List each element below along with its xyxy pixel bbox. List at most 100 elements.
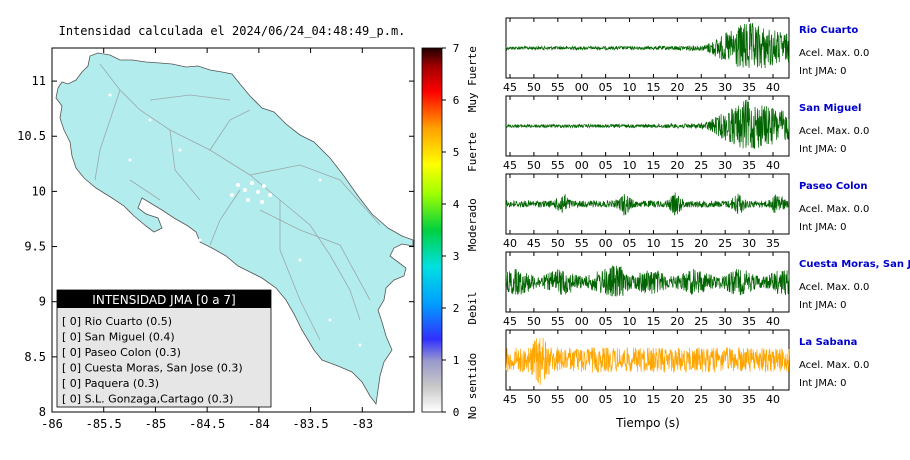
panel-x-tick-label: 20 bbox=[670, 159, 684, 172]
panel-x-tick-label: 10 bbox=[623, 393, 637, 406]
panel-x-tick-label: 50 bbox=[527, 81, 541, 94]
panel-x-tick-label: 50 bbox=[527, 159, 541, 172]
panel-x-tick-label: 20 bbox=[670, 393, 684, 406]
station-acel-max: Acel. Max. 0.0 bbox=[799, 126, 869, 137]
map-x-axis: -86 -85.5 -85 -84.5 -84 -83.5 -83 bbox=[41, 48, 373, 431]
panel-x-tick-label: 55 bbox=[551, 81, 565, 94]
waveform-panel: 45 50 55 00 05 10 15 20 25 30 35 40 San Miguel Acel. … bbox=[503, 95, 869, 172]
legend-item: [ 0] San Miguel (0.4) bbox=[62, 331, 175, 344]
panel-x-tick-label: 00 bbox=[575, 159, 589, 172]
panel-x-tick-label: 45 bbox=[503, 81, 517, 94]
colorbar-tick-label: 7 bbox=[453, 42, 460, 55]
panel-x-tick-label: 30 bbox=[742, 237, 756, 250]
panel-x-tick-label: 50 bbox=[527, 315, 541, 328]
panel-x-tick-label: 05 bbox=[599, 159, 613, 172]
panel-x-tick-label: 35 bbox=[742, 81, 756, 94]
colorbar-tick-label: 0 bbox=[453, 406, 460, 419]
panel-x-tick-label: 05 bbox=[599, 393, 613, 406]
panel-x-tick-label: 15 bbox=[646, 159, 660, 172]
panel-x-tick-label: 25 bbox=[694, 81, 708, 94]
map-x-tick-label: -85.5 bbox=[86, 417, 122, 431]
map-x-tick-label: -83.5 bbox=[293, 417, 329, 431]
station-name: La Sabana bbox=[799, 337, 857, 348]
waveform-panel: 45 50 55 00 05 10 15 20 25 30 35 40 La Sabana Acel. M… bbox=[503, 329, 869, 406]
panel-x-tick-label: 45 bbox=[503, 159, 517, 172]
panel-x-tick-label: 25 bbox=[718, 237, 732, 250]
panel-x-tick-label: 15 bbox=[670, 237, 684, 250]
panel-x-tick-label: 40 bbox=[503, 237, 517, 250]
panel-x-tick-label: 35 bbox=[742, 393, 756, 406]
waveform-panel: 45 50 55 00 05 10 15 20 25 30 35 40 Cuesta Moras, Sa… bbox=[503, 251, 910, 328]
panel-x-tick-label: 40 bbox=[766, 159, 780, 172]
colorbar-category-label: Debil bbox=[466, 291, 479, 324]
panel-x-tick-label: 10 bbox=[623, 159, 637, 172]
panel-x-tick-label: 50 bbox=[551, 237, 565, 250]
panel-x-tick-label: 00 bbox=[575, 315, 589, 328]
colorbar-category-label: Fuerte bbox=[466, 132, 479, 172]
panel-x-tick-label: 05 bbox=[623, 237, 637, 250]
station-name: San Miguel bbox=[799, 103, 861, 114]
road-network bbox=[94, 63, 381, 341]
panel-x-tick-label: 20 bbox=[670, 81, 684, 94]
station-int-jma: Int JMA: 0 bbox=[799, 144, 847, 155]
waveform-trace bbox=[505, 22, 790, 69]
map-y-tick-label: 9.5 bbox=[24, 240, 46, 254]
city-dots bbox=[108, 93, 362, 347]
map-y-tick-label: 10 bbox=[32, 184, 46, 198]
panel-x-tick-label: 55 bbox=[551, 393, 565, 406]
panel-x-tick-label: 05 bbox=[599, 81, 613, 94]
waveform-trace bbox=[505, 265, 790, 297]
panel-x-tick-label: 30 bbox=[718, 159, 732, 172]
station-acel-max: Acel. Max. 0.0 bbox=[799, 360, 869, 371]
panel-x-tick-label: 35 bbox=[766, 237, 780, 250]
colorbar-labels: No sentido Debil Moderado Fuerte Muy Fuerte bbox=[466, 46, 479, 419]
panel-x-tick-label: 10 bbox=[646, 237, 660, 250]
intensity-legend: INTENSIDAD JMA [0 a 7] [ 0] Rio Cuarto (… bbox=[56, 289, 272, 408]
panel-x-tick-label: 25 bbox=[694, 393, 708, 406]
legend-item: [ 0] S.L. Gonzaga,Cartago (0.3) bbox=[62, 393, 233, 406]
panel-x-tick-label: 35 bbox=[742, 315, 756, 328]
panel-x-tick-label: 10 bbox=[623, 81, 637, 94]
legend-item: [ 0] Paseo Colon (0.3) bbox=[62, 346, 181, 359]
station-acel-max: Acel. Max. 0.0 bbox=[799, 204, 869, 215]
panel-x-tick-label: 00 bbox=[599, 237, 613, 250]
panel-x-tick-label: 35 bbox=[742, 159, 756, 172]
panel-x-tick-label: 15 bbox=[646, 81, 660, 94]
panel-x-tick-label: 55 bbox=[575, 237, 589, 250]
map-y-tick-label: 10.5 bbox=[17, 129, 46, 143]
panel-x-tick-label: 15 bbox=[646, 393, 660, 406]
legend-item: [ 0] Paquera (0.3) bbox=[62, 377, 159, 390]
panel-x-tick-label: 10 bbox=[623, 315, 637, 328]
panel-x-tick-label: 20 bbox=[694, 237, 708, 250]
panel-x-tick-label: 45 bbox=[503, 393, 517, 406]
station-int-jma: Int JMA: 0 bbox=[799, 300, 847, 311]
map-x-tick-label: -84.5 bbox=[189, 417, 225, 431]
panel-x-tick-label: 55 bbox=[551, 315, 565, 328]
panel-x-tick-label: 30 bbox=[718, 315, 732, 328]
colorbar-ticks: 0 1 2 3 4 5 6 7 bbox=[442, 42, 460, 419]
panel-x-tick-label: 20 bbox=[670, 315, 684, 328]
colorbar-category-label: Moderado bbox=[466, 198, 479, 251]
map-x-tick-label: -86 bbox=[41, 417, 63, 431]
map-y-tick-label: 9 bbox=[39, 295, 46, 309]
colorbar-category-label: Muy Fuerte bbox=[466, 46, 479, 112]
colorbar-tick-label: 2 bbox=[453, 302, 460, 315]
map-y-tick-label: 11 bbox=[32, 74, 46, 88]
map-y-axis: 11 10.5 10 9.5 9 8.5 8 bbox=[17, 74, 414, 419]
waveform-trace bbox=[505, 99, 790, 149]
waveform-panel: 40 45 50 55 00 05 10 15 20 25 30 35 Paseo Colon Acel.… bbox=[503, 173, 869, 250]
panel-x-tick-label: 00 bbox=[575, 81, 589, 94]
station-int-jma: Int JMA: 0 bbox=[799, 222, 847, 233]
colorbar-tick-label: 6 bbox=[453, 94, 460, 107]
time-axis-label: Tiempo (s) bbox=[615, 416, 680, 430]
waveform-panels: 45 50 55 00 05 10 15 20 25 30 35 40 Rio Cuarto Acel. … bbox=[503, 17, 910, 406]
station-acel-max: Acel. Max. 0.0 bbox=[799, 282, 869, 293]
legend-item: [ 0] Rio Cuarto (0.5) bbox=[62, 315, 172, 328]
panel-x-tick-label: 15 bbox=[646, 315, 660, 328]
map-x-tick-label: -85 bbox=[145, 417, 167, 431]
panel-x-tick-label: 45 bbox=[527, 237, 541, 250]
panel-x-tick-label: 00 bbox=[575, 393, 589, 406]
station-name: Rio Cuarto bbox=[799, 25, 858, 36]
map-title: Intensidad calculada el 2024/06/24_04:48… bbox=[59, 24, 406, 38]
